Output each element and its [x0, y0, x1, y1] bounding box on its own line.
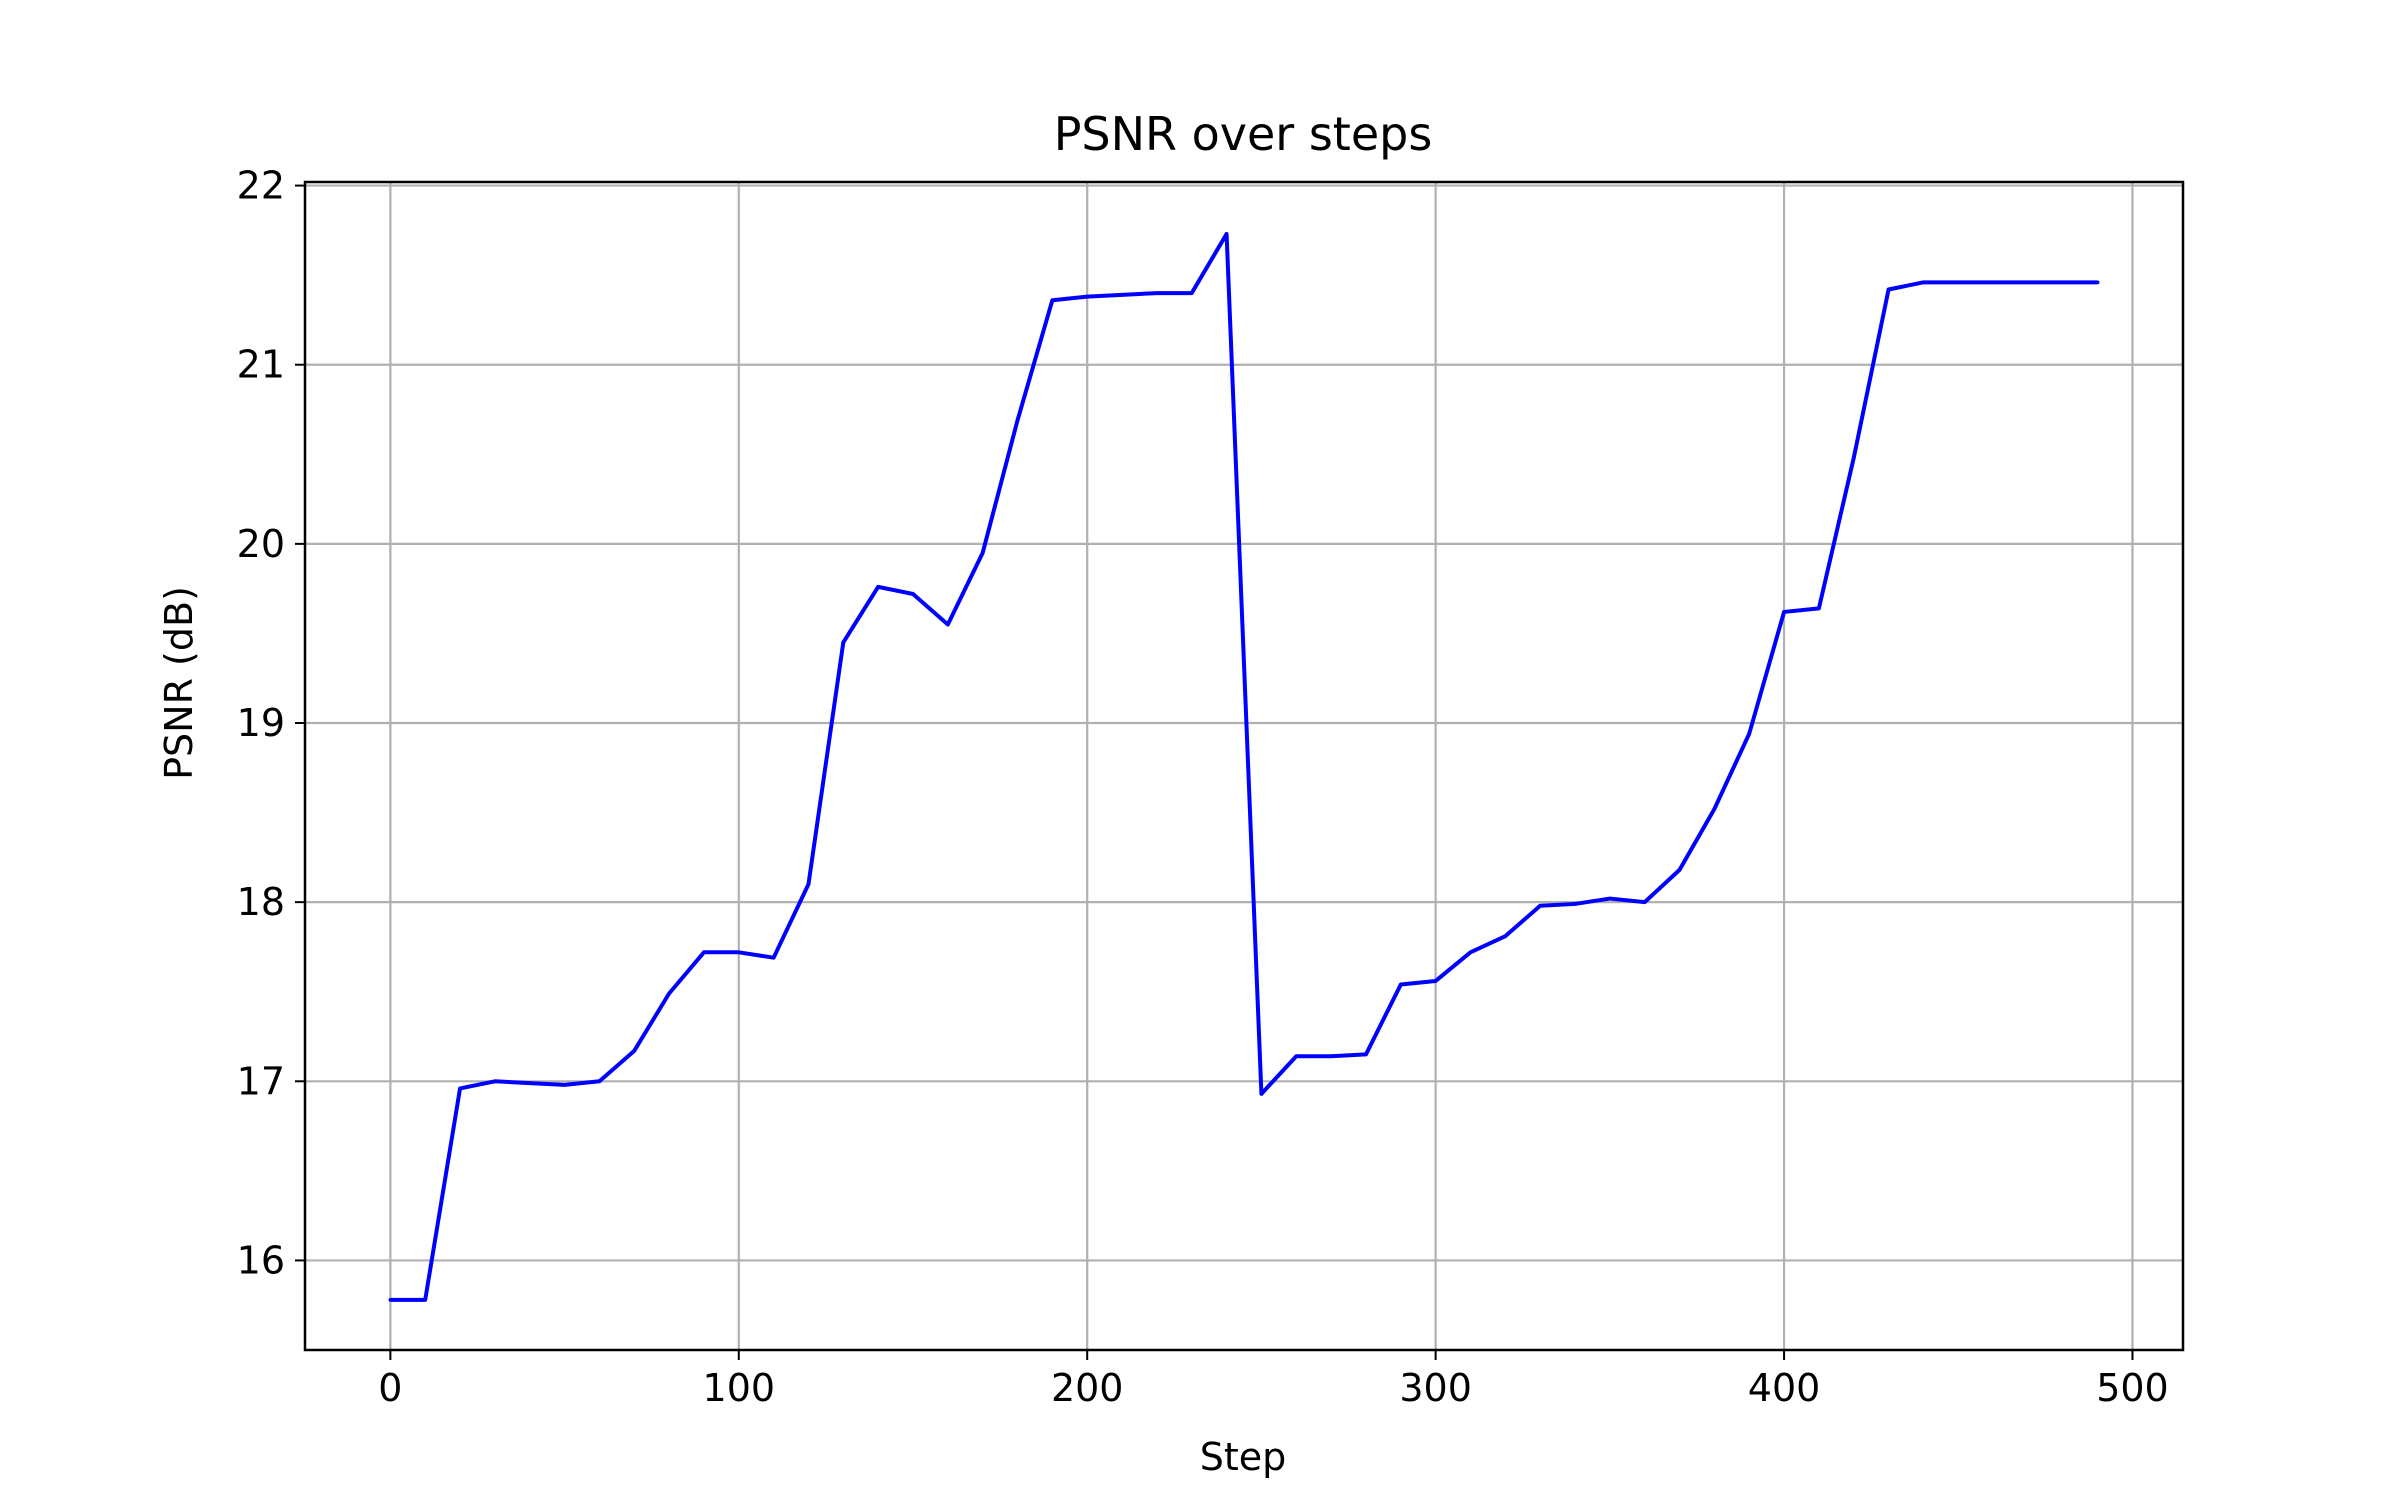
data-point — [2060, 280, 2065, 285]
data-point — [1642, 900, 1647, 904]
y-tick-label: 18 — [237, 880, 285, 924]
data-point — [1468, 950, 1473, 955]
data-point — [1433, 979, 1438, 983]
data-point — [1259, 1092, 1264, 1096]
data-point — [1538, 903, 1542, 908]
x-tick-label: 300 — [1399, 1366, 1472, 1410]
data-point — [806, 882, 811, 887]
data-point — [493, 1079, 497, 1084]
data-point — [1782, 610, 1786, 614]
data-point — [1921, 280, 1926, 285]
data-point — [1398, 982, 1403, 987]
data-point — [1155, 291, 1159, 295]
data-point — [1294, 1054, 1299, 1059]
data-point — [1608, 896, 1612, 901]
data-point — [1817, 606, 1821, 611]
x-tick-label: 500 — [2096, 1366, 2169, 1410]
data-point — [2095, 280, 2100, 285]
data-point — [2026, 280, 2030, 285]
y-tick-label: 21 — [237, 343, 285, 387]
x-tick-label: 0 — [378, 1366, 402, 1410]
data-point — [1364, 1052, 1368, 1057]
data-point — [911, 592, 915, 596]
series-line — [390, 231, 2098, 1302]
data-point — [1677, 868, 1682, 872]
y-tick-label: 20 — [237, 522, 285, 566]
data-point — [1503, 934, 1508, 938]
data-point — [1189, 291, 1194, 295]
x-tick-label: 400 — [1748, 1366, 1821, 1410]
grid — [305, 182, 2183, 1350]
x-tick-label: 200 — [1051, 1366, 1124, 1410]
chart-title: PSNR over steps — [1054, 107, 1433, 161]
data-point — [1956, 280, 1961, 285]
data-point — [1050, 298, 1055, 303]
y-tick-label: 17 — [237, 1059, 285, 1103]
data-point — [946, 622, 950, 627]
data-point — [1886, 287, 1891, 292]
data-point — [702, 950, 706, 955]
data-point — [1991, 280, 1995, 285]
data-point — [1085, 294, 1090, 299]
y-tick-label: 16 — [237, 1238, 285, 1282]
data-point — [388, 1298, 393, 1302]
data-point — [527, 1081, 532, 1085]
data-point — [771, 955, 776, 960]
data-point — [1712, 807, 1717, 811]
x-tick-label: 100 — [703, 1366, 776, 1410]
data-point — [980, 551, 985, 555]
series-layer — [388, 231, 2100, 1302]
data-point — [632, 1049, 637, 1053]
data-point — [667, 991, 671, 996]
data-point — [1224, 232, 1229, 236]
data-point — [1329, 1054, 1333, 1059]
y-tick-label: 22 — [237, 164, 285, 208]
data-point — [841, 640, 846, 645]
ticks: 0 100 200 300 400 500 16 17 18 19 20 21 22 — [237, 164, 2169, 1410]
data-point — [736, 950, 741, 955]
data-point — [1015, 418, 1020, 423]
data-point — [1573, 902, 1577, 906]
data-point — [597, 1079, 602, 1084]
data-point — [1747, 731, 1752, 736]
y-tick-label: 19 — [237, 701, 285, 745]
data-point — [423, 1298, 428, 1302]
data-point — [876, 585, 880, 589]
plot-frame — [303, 180, 2185, 1352]
data-point — [458, 1086, 462, 1091]
y-axis-label: PSNR (dB) — [157, 586, 201, 780]
x-axis-label: Step — [1200, 1435, 1287, 1479]
data-point — [562, 1083, 567, 1087]
data-point — [1120, 293, 1124, 297]
data-point — [1851, 456, 1856, 460]
